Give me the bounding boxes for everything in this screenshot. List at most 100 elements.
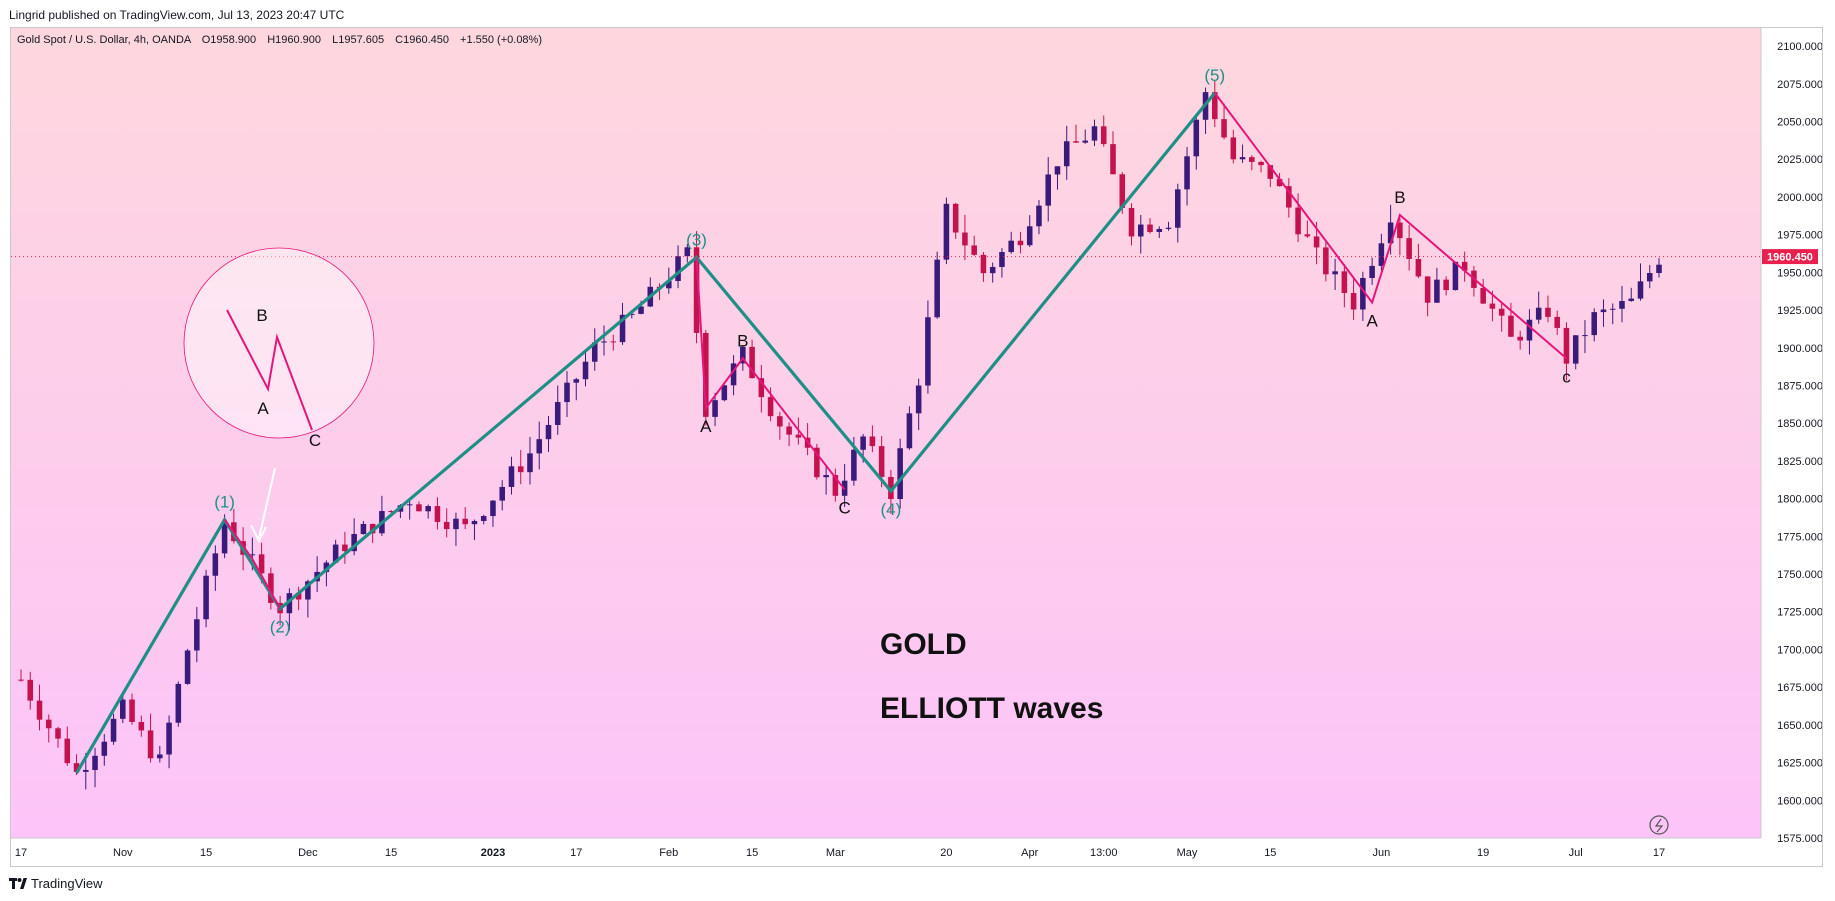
candle-body bbox=[1063, 141, 1070, 167]
candle-body bbox=[1591, 312, 1597, 336]
candle-body bbox=[693, 247, 700, 333]
price-tick-label: 2050.000 bbox=[1777, 117, 1823, 129]
candle-body bbox=[1526, 319, 1533, 341]
candle-body bbox=[712, 400, 718, 417]
price-tick-label: 1850.000 bbox=[1777, 418, 1823, 430]
candle-body bbox=[601, 341, 607, 343]
candle-body bbox=[1017, 240, 1024, 246]
candle-body bbox=[1582, 335, 1588, 337]
impulse-wave-line bbox=[75, 91, 1217, 774]
candle-body bbox=[971, 245, 977, 255]
candle-body bbox=[1424, 276, 1431, 303]
candle-body bbox=[1434, 279, 1440, 303]
price-tick-label: 1925.000 bbox=[1777, 305, 1823, 317]
candle-body bbox=[786, 426, 792, 435]
candle-body bbox=[1323, 247, 1329, 275]
candle-body bbox=[1406, 238, 1412, 259]
candle-body bbox=[1258, 161, 1264, 166]
candle-body bbox=[860, 436, 866, 450]
wave-label: c bbox=[1562, 367, 1571, 386]
abc-inset: B A C bbox=[183, 247, 375, 544]
last-price-tag: 1960.450 bbox=[1762, 249, 1818, 265]
candle-body bbox=[268, 573, 274, 603]
candle-body bbox=[1137, 224, 1144, 237]
candle-body bbox=[406, 504, 413, 506]
price-tick-label: 1625.000 bbox=[1777, 758, 1823, 770]
candle-body bbox=[360, 523, 367, 535]
inset-label-b: B bbox=[256, 306, 267, 325]
candle-body bbox=[610, 341, 617, 343]
candle-body bbox=[1350, 293, 1357, 310]
svg-text:Gold Spot / U.S. Dollar, 4h, O: Gold Spot / U.S. Dollar, 4h, OANDA O1958… bbox=[17, 34, 542, 46]
candle-body bbox=[110, 718, 117, 742]
inset-label-c: C bbox=[309, 431, 321, 450]
time-tick-label: 13:00 bbox=[1090, 847, 1118, 859]
candle-body bbox=[1619, 301, 1625, 309]
candle-body bbox=[249, 554, 256, 556]
price-chart[interactable]: 2100.000 2075.000 2050.000 2025.000 2000.000… bbox=[11, 28, 1823, 867]
candle-body bbox=[703, 332, 709, 417]
tradingview-logo[interactable]: TradingView bbox=[9, 875, 103, 891]
price-tick-label: 1600.000 bbox=[1777, 795, 1823, 807]
candle-body bbox=[564, 382, 570, 403]
candle-body bbox=[221, 522, 228, 554]
candle-body bbox=[1110, 144, 1116, 175]
price-tick-label: 1950.000 bbox=[1777, 267, 1823, 279]
candle-body bbox=[545, 424, 552, 440]
candle-body bbox=[388, 511, 394, 513]
time-tick-label: Feb bbox=[659, 847, 678, 859]
candle-body bbox=[1082, 140, 1089, 143]
candle-body bbox=[1193, 119, 1200, 157]
candle-body bbox=[823, 475, 829, 478]
price-tick-label: 2025.000 bbox=[1777, 154, 1823, 166]
legend-change: +1.550 (+0.08%) bbox=[460, 34, 542, 46]
candle-body bbox=[1286, 186, 1292, 208]
candle-body bbox=[147, 730, 154, 759]
legend-close: C1960.450 bbox=[395, 34, 449, 46]
candle-body bbox=[499, 486, 505, 501]
candle-body bbox=[73, 763, 80, 772]
candle-body bbox=[1128, 207, 1135, 237]
price-tick-label: 1650.000 bbox=[1777, 720, 1823, 732]
candle-body bbox=[666, 281, 672, 289]
candle-body bbox=[1119, 174, 1126, 208]
candle-body bbox=[1165, 227, 1172, 229]
symbol-legend[interactable]: Gold Spot / U.S. Dollar, 4h, OANDA O1958… bbox=[17, 34, 542, 46]
candle-body bbox=[638, 306, 644, 314]
lightning-icon[interactable] bbox=[1649, 815, 1669, 835]
price-tick-label: 2075.000 bbox=[1777, 79, 1823, 91]
candle-body bbox=[1230, 137, 1237, 160]
candle-body bbox=[480, 516, 487, 521]
time-tick-label: Nov bbox=[113, 847, 133, 859]
last-price-tag-text: 1960.450 bbox=[1767, 252, 1813, 264]
time-tick-label: Dec bbox=[298, 847, 318, 859]
candle-body bbox=[1378, 243, 1385, 266]
candle-body bbox=[129, 699, 135, 722]
legend-low: L1957.605 bbox=[332, 34, 384, 46]
candle-body bbox=[1443, 279, 1449, 291]
candle-body bbox=[1008, 240, 1014, 253]
chart-area[interactable]: 2100.000 2075.000 2050.000 2025.000 2000.000… bbox=[10, 27, 1823, 867]
candle-body bbox=[1175, 189, 1181, 228]
candle-body bbox=[832, 475, 839, 496]
wave-label: A bbox=[700, 417, 712, 436]
plot-background bbox=[11, 28, 1761, 838]
candle-body bbox=[462, 518, 468, 525]
candle-body bbox=[1480, 287, 1486, 304]
candle-body bbox=[1360, 277, 1366, 310]
time-tick-label: Jun bbox=[1372, 847, 1390, 859]
candle-body bbox=[258, 554, 265, 574]
price-tick-label: 1875.000 bbox=[1777, 380, 1823, 392]
candle-body bbox=[925, 317, 931, 386]
time-axis[interactable]: 17 Nov 15 Dec 15 2023 17 Feb 15 Mar 20 Apr 13:00 May 1… bbox=[15, 847, 1665, 859]
price-tick-label: 1975.000 bbox=[1777, 230, 1823, 242]
price-axis[interactable]: 2100.000 2075.000 2050.000 2025.000 2000.000… bbox=[1777, 41, 1823, 845]
wave2-correction-line bbox=[223, 519, 281, 610]
candle-body bbox=[999, 252, 1005, 267]
time-tick-label: 17 bbox=[1653, 847, 1665, 859]
time-tick-label: 2023 bbox=[481, 847, 505, 859]
candle-body bbox=[443, 521, 450, 530]
candle-body bbox=[573, 379, 580, 383]
candle-body bbox=[1267, 165, 1274, 179]
candle-body bbox=[83, 769, 89, 772]
